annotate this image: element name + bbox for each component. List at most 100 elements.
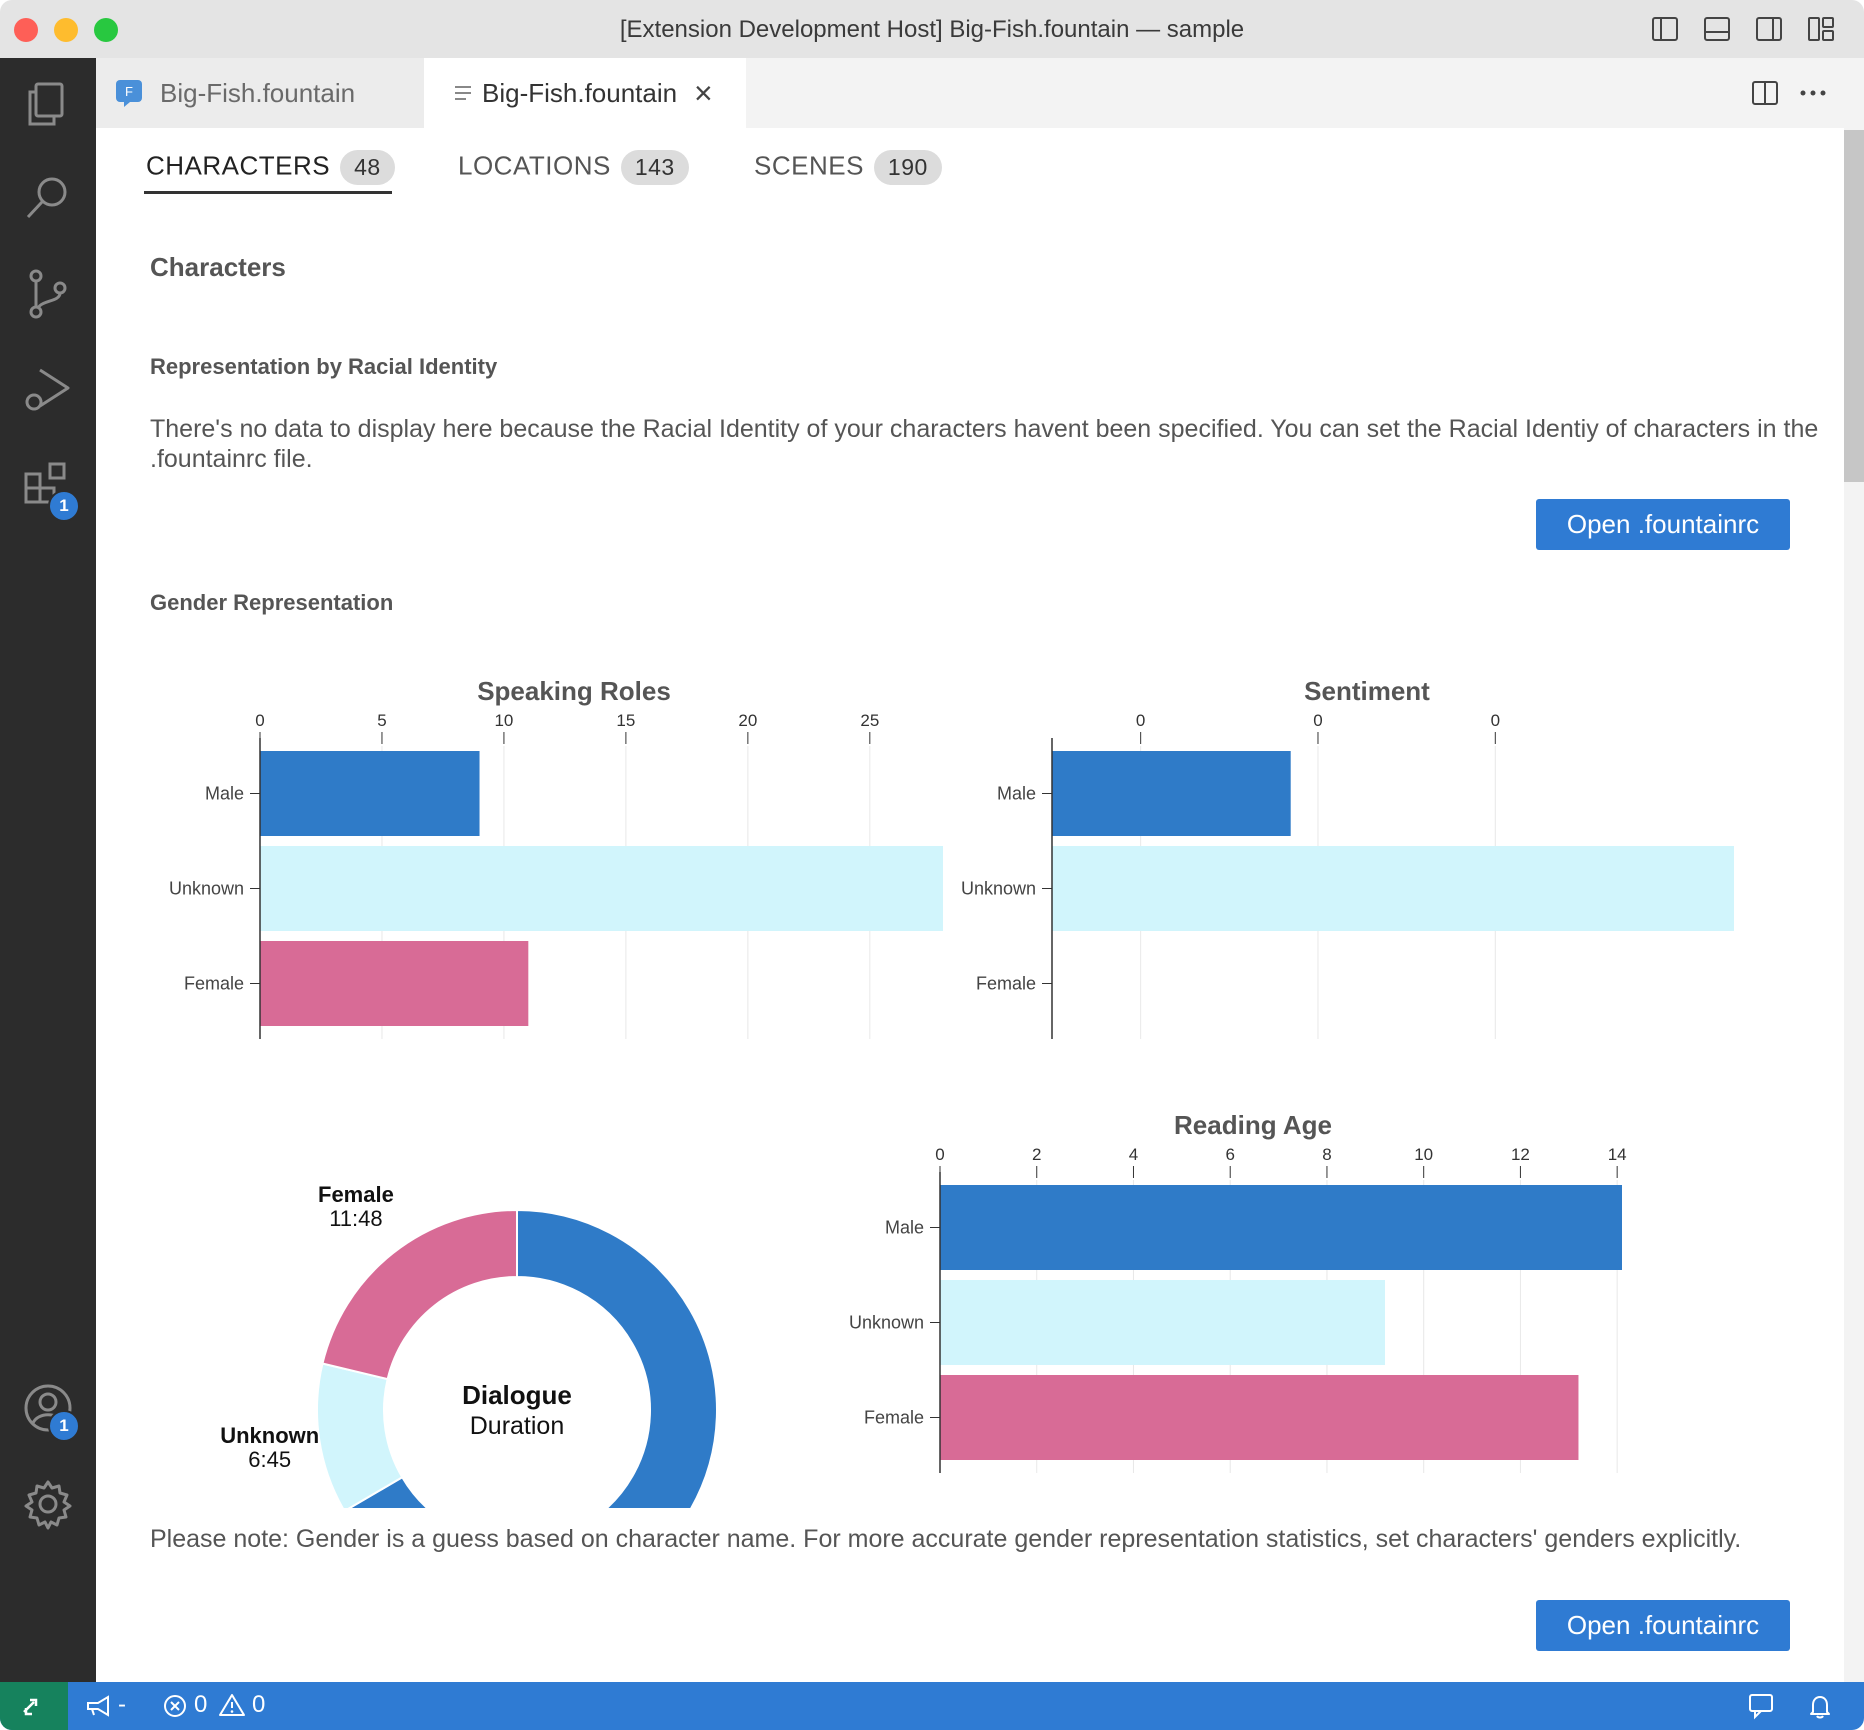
speaking-roles-category-label: Female [184, 974, 244, 994]
tab-scenes-count: 190 [873, 150, 942, 185]
sentiment-title: Sentiment [1304, 676, 1430, 706]
toggle-panel-icon[interactable] [1702, 15, 1732, 43]
run-debug-icon[interactable] [20, 362, 76, 418]
tab-scenes[interactable]: SCENES 190 [754, 150, 942, 185]
tab-label: Big-Fish.fountain [482, 78, 678, 108]
title-bar: [Extension Development Host] Big-Fish.fo… [0, 0, 1864, 59]
reading-age-tick-label: 10 [1414, 1145, 1433, 1164]
speaking-roles-category-label: Male [205, 784, 244, 804]
notifications-bell-icon[interactable] [1806, 1692, 1834, 1720]
error-count[interactable]: 0 [194, 1691, 208, 1718]
more-actions-icon[interactable] [1796, 78, 1830, 108]
speaking-roles-tick-label: 10 [494, 711, 513, 730]
sentiment-category-label: Male [997, 784, 1036, 804]
speaking-roles-title: Speaking Roles [477, 676, 671, 706]
active-tab-underline [144, 191, 392, 194]
broadcast-status: - [118, 1691, 126, 1718]
source-control-icon[interactable] [20, 266, 76, 322]
sentiment-category-label: Female [976, 974, 1036, 994]
reading-age-tick-label: 0 [935, 1145, 944, 1164]
speaking-roles-bar-female [260, 941, 529, 1026]
tab-scenes-label: SCENES [754, 150, 864, 181]
reading-age-tick-label: 6 [1225, 1145, 1234, 1164]
racial-heading: Representation by Racial Identity [150, 354, 498, 379]
tab-big-fish-stats[interactable]: Big-Fish.fountain × [424, 58, 746, 128]
close-tab-icon[interactable]: × [694, 75, 713, 111]
remote-indicator[interactable] [0, 1682, 68, 1730]
speaking-roles-category-label: Unknown [169, 879, 244, 899]
reading-age-category-label: Unknown [849, 1313, 924, 1333]
reading-age-bar-male [940, 1185, 1622, 1270]
tab-characters[interactable]: CHARACTERS 48 [146, 150, 395, 185]
reading-age-tick-label: 14 [1608, 1145, 1627, 1164]
explorer-files-icon[interactable] [20, 76, 76, 132]
reading-age-bar-female [940, 1375, 1579, 1460]
donut-value-female: 11:48 [329, 1206, 382, 1231]
preview-lines-icon [455, 86, 471, 100]
donut-slice-female [321, 1208, 518, 1381]
broadcast-megaphone-icon[interactable] [84, 1694, 114, 1718]
accounts-badge: 1 [48, 1410, 80, 1442]
toggle-primary-sidebar-icon[interactable] [1650, 15, 1680, 43]
donut-center-title: Dialogue [462, 1380, 572, 1410]
reading-age-tick-label: 12 [1511, 1145, 1530, 1164]
reading-age-category-label: Male [885, 1218, 924, 1238]
activity-bar: 1 1 [0, 58, 96, 1682]
sentiment-bar-unknown [1052, 846, 1734, 931]
tab-label: Big-Fish.fountain [160, 78, 356, 108]
warning-icon[interactable] [218, 1692, 246, 1718]
sentiment-tick-label: 0 [1491, 711, 1500, 730]
reading-age-tick-label: 8 [1322, 1145, 1331, 1164]
donut-label-unknown: Unknown [220, 1423, 319, 1448]
gender-note: Please note: Gender is a guess based on … [150, 1525, 1742, 1553]
donut-slice-male [347, 1208, 718, 1508]
vertical-scrollbar[interactable] [1844, 128, 1864, 1682]
manage-gear-icon[interactable] [20, 1476, 76, 1532]
tab-characters-label: CHARACTERS [146, 150, 331, 181]
warning-count[interactable]: 0 [252, 1691, 266, 1718]
toggle-secondary-sidebar-icon[interactable] [1754, 15, 1784, 43]
sentiment-bar-male [1052, 751, 1291, 836]
feedback-icon[interactable] [1746, 1692, 1776, 1720]
donut-label-female: Female [318, 1182, 394, 1207]
stats-panel: CHARACTERS 48 LOCATIONS 143 SCENES 190 Char… [96, 128, 1844, 1682]
gender-heading: Gender Representation [150, 590, 394, 615]
donut-center-subtitle: Duration [470, 1412, 565, 1440]
sentiment-category-label: Unknown [961, 879, 1036, 899]
split-editor-icon[interactable] [1750, 78, 1780, 108]
speaking-roles-tick-label: 25 [860, 711, 879, 730]
tab-locations[interactable]: LOCATIONS 143 [458, 150, 689, 185]
customize-layout-icon[interactable] [1806, 15, 1836, 43]
sentiment-tick-label: 0 [1136, 711, 1145, 730]
reading-age-category-label: Female [864, 1408, 924, 1428]
tab-big-fish-source[interactable]: F Big-Fish.fountain [96, 58, 424, 128]
window-title: [Extension Development Host] Big-Fish.fo… [619, 16, 1245, 43]
speaking-roles-tick-label: 15 [616, 711, 635, 730]
open-fountainrc-button-2[interactable]: Open .fountainrc [1536, 1600, 1790, 1651]
fountain-file-icon: F [116, 80, 142, 107]
scrollbar-thumb[interactable] [1844, 130, 1864, 482]
racial-message: There's no data to display here because … [150, 415, 1819, 473]
tab-locations-count: 143 [620, 150, 689, 185]
sentiment-tick-label: 0 [1313, 711, 1322, 730]
speaking-roles-tick-label: 20 [738, 711, 757, 730]
zoom-window-button[interactable] [94, 18, 118, 42]
reading-age-tick-label: 2 [1032, 1145, 1041, 1164]
remote-icon [23, 1698, 38, 1716]
extensions-badge: 1 [48, 490, 80, 522]
minimize-window-button[interactable] [54, 18, 78, 42]
section-title: Characters [150, 252, 286, 282]
svg-text:F: F [125, 84, 133, 99]
speaking-roles-bar-male [260, 751, 480, 836]
open-fountainrc-button[interactable]: Open .fountainrc [1536, 499, 1790, 550]
donut-value-unknown: 6:45 [248, 1447, 291, 1472]
editor-tab-bar: F Big-Fish.fountain Big-Fish.fountain × [96, 58, 1864, 128]
status-bar: - 0 0 [0, 1682, 1864, 1730]
error-icon[interactable] [162, 1693, 188, 1719]
search-icon[interactable] [20, 170, 76, 226]
extensions-icon[interactable] [20, 458, 76, 514]
tab-characters-count: 48 [340, 150, 395, 185]
close-window-button[interactable] [14, 18, 38, 42]
